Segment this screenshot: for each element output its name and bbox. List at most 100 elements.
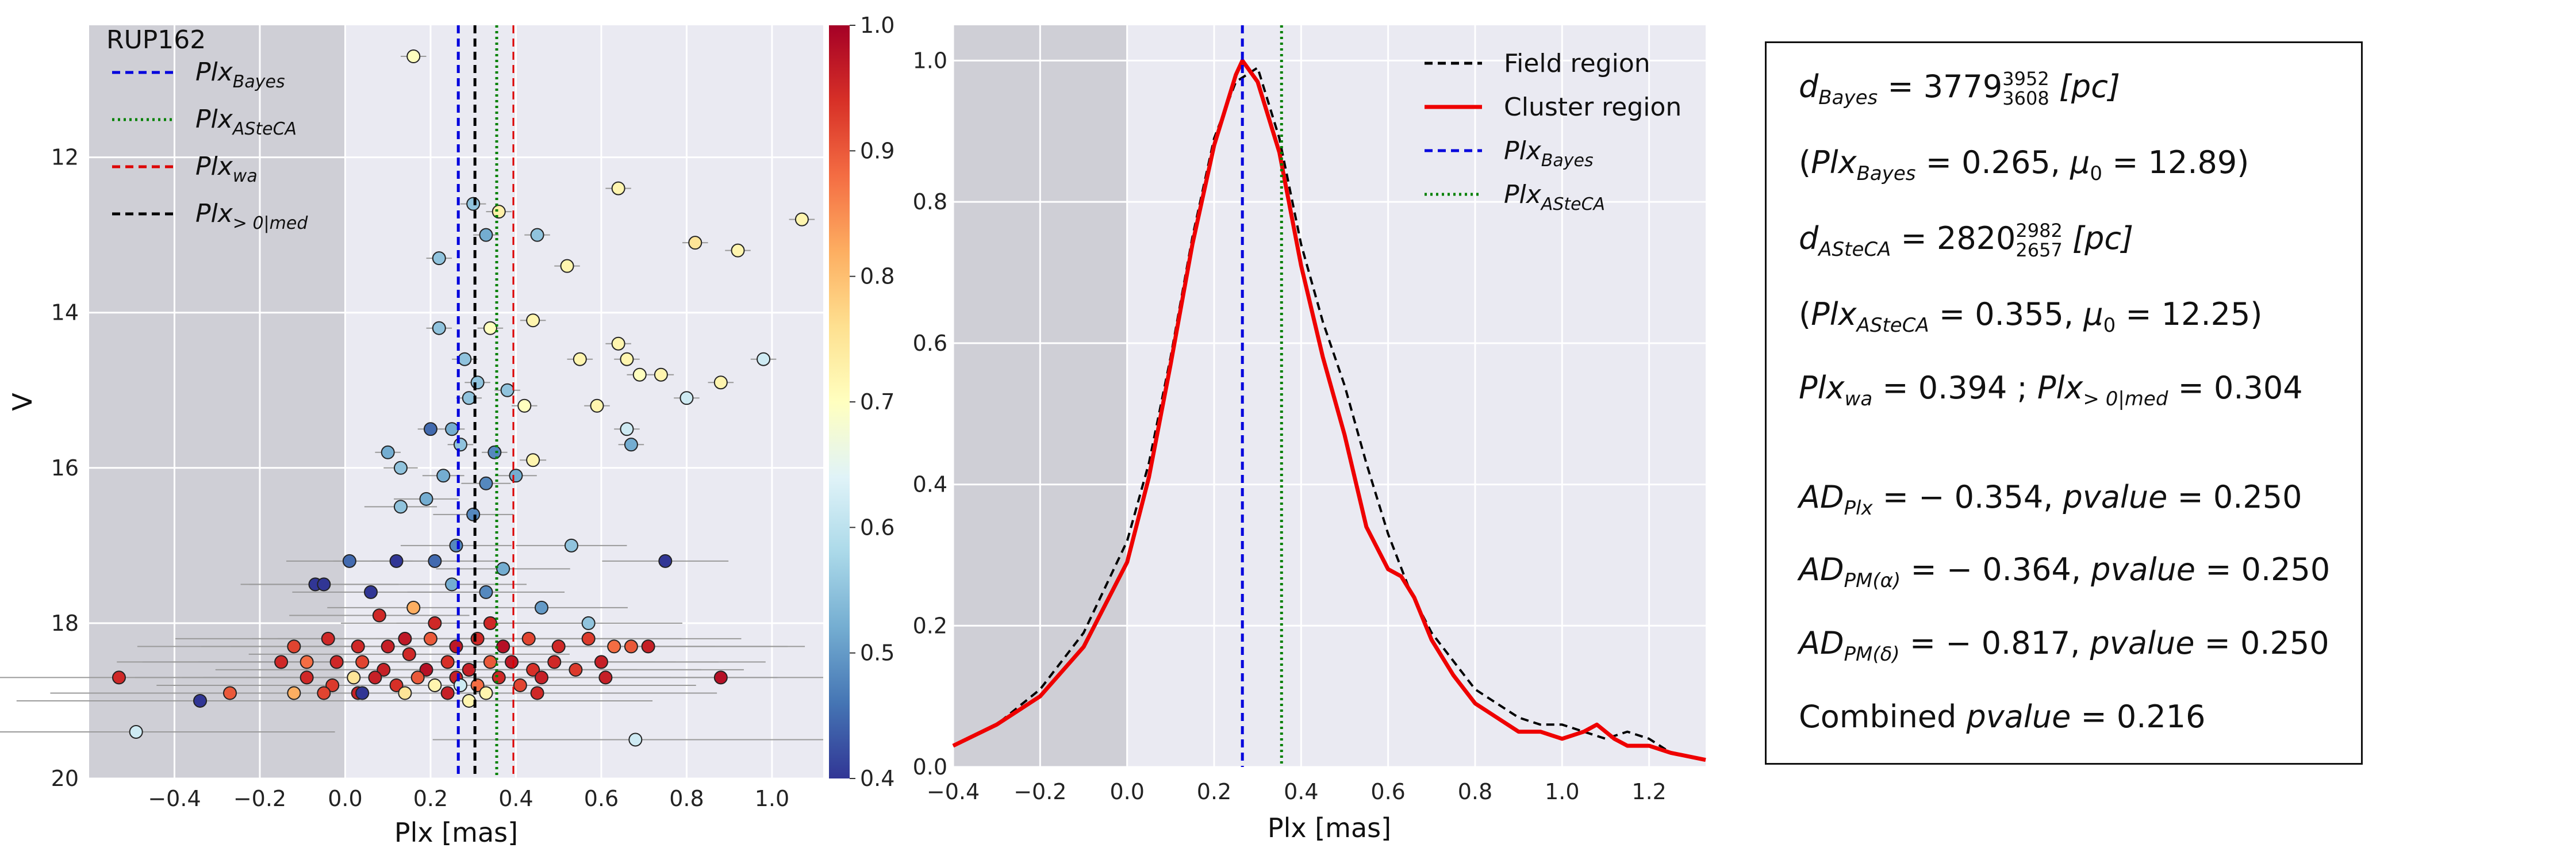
info-ad-pm-delta: ADPM(δ) = − 0.817, pvalue = 0.250 (1799, 625, 2329, 666)
data-point (658, 554, 673, 568)
data-point (393, 461, 408, 475)
series-cluster-region (952, 58, 1706, 762)
data-point (611, 181, 625, 195)
colorbar-gradient (829, 25, 850, 778)
left-xtick-label: 1.0 (755, 786, 789, 811)
data-point (368, 670, 382, 685)
info-d-bayes: dBayes = 3779 3952 3608 [pc] (1799, 68, 2120, 110)
colorbar-tick-label: 0.5 (860, 640, 895, 666)
left-shaded-region (89, 25, 345, 778)
data-point (560, 259, 574, 273)
middle-xtick-label: 0.2 (1197, 779, 1231, 804)
left-xtick-label: 0.4 (498, 786, 533, 811)
data-point (432, 321, 446, 335)
data-point (393, 500, 408, 514)
data-point (300, 655, 314, 669)
data-point (526, 453, 540, 467)
middle-ytick-label: 1.0 (913, 48, 947, 73)
data-point (423, 631, 437, 646)
data-point (462, 662, 476, 677)
left-ytick-label: 16 (51, 455, 79, 481)
data-point (526, 662, 540, 677)
data-point (513, 678, 527, 692)
data-point (479, 585, 493, 599)
left-ytick-label: 18 (51, 611, 79, 636)
left-xtick-label: −0.2 (233, 786, 286, 811)
data-point (679, 391, 694, 405)
data-point (521, 631, 536, 646)
middle-legend-label-sub: Bayes (1541, 151, 1594, 171)
data-point (406, 600, 421, 615)
data-point (317, 686, 331, 700)
info-plx-bayes: (PlxBayes = 0.265, μ0 = 12.89) (1799, 144, 2249, 185)
middle-xtick-label: −0.2 (1013, 779, 1066, 804)
legend-label-sub: wa (233, 166, 258, 186)
data-point (381, 445, 395, 459)
data-point (500, 383, 515, 397)
data-point (419, 492, 433, 506)
middle-xtick-label: 0.6 (1370, 779, 1405, 804)
middle-legend-label-sub: ASteCA (1540, 194, 1605, 214)
left-ytick-label: 12 (51, 145, 79, 170)
info-ad-plx: ADPlx = − 0.354, pvalue = 0.250 (1799, 479, 2302, 520)
middle-x-axis-label: Plx [mas] (1268, 812, 1391, 843)
data-point (470, 375, 485, 390)
data-point (620, 352, 634, 366)
data-point (300, 670, 314, 685)
info-ad-pm-alpha: ADPM(α) = − 0.364, pvalue = 0.250 (1799, 551, 2331, 592)
data-point (483, 321, 497, 335)
left-panel-plx-vs-v: −0.4 −0.2 0.0 0.2 0.4 0.6 0.8 1.0 12 14 16 18 20 RUP1… (0, 25, 823, 848)
data-point (321, 631, 335, 646)
data-point (440, 655, 455, 669)
data-point (505, 655, 519, 669)
data-point (453, 438, 467, 452)
data-point (193, 693, 208, 708)
middle-xtick-label: 0.0 (1110, 779, 1144, 804)
data-point (581, 631, 596, 646)
data-point (517, 398, 532, 413)
data-point (547, 655, 562, 669)
data-point (530, 686, 544, 700)
data-point (355, 686, 370, 700)
data-point (410, 670, 425, 685)
data-point (564, 538, 578, 553)
middle-xtick-label: 1.2 (1631, 779, 1666, 804)
data-point (381, 639, 395, 654)
left-xtick-label: 0.6 (584, 786, 619, 811)
colorbar: 0.4 0.5 0.6 0.7 0.8 0.9 1.0 (829, 13, 895, 791)
data-point (607, 639, 621, 654)
data-point (453, 678, 467, 692)
data-point (398, 686, 412, 700)
data-point (419, 662, 433, 677)
data-point (389, 554, 404, 568)
data-point (458, 352, 472, 366)
data-point (325, 678, 340, 692)
data-point (590, 398, 604, 413)
data-point (287, 686, 301, 700)
middle-legend-label: PlxASteCA (1504, 180, 1605, 214)
data-point (483, 616, 497, 630)
data-point (428, 616, 442, 630)
info-d-asteca: dASteCA = 2820 2982 2657 [pc] (1799, 220, 2134, 262)
middle-xtick-label: −0.4 (927, 779, 980, 804)
data-point (347, 670, 361, 685)
colorbar-tick-label: 0.4 (860, 766, 895, 791)
middle-legend-label: Cluster region (1504, 93, 1681, 122)
colorbar-tick-label: 0.9 (860, 138, 895, 163)
data-point (526, 313, 540, 328)
middle-xtick-label: 0.8 (1458, 779, 1492, 804)
data-point (479, 686, 493, 700)
data-point (402, 647, 416, 661)
data-point (377, 662, 391, 677)
legend-label-sub: > 0|med (233, 213, 309, 233)
data-point (688, 236, 702, 250)
series-field-region (953, 66, 1706, 761)
colorbar-tick-label: 0.8 (860, 264, 895, 289)
data-point (492, 205, 506, 219)
data-point (598, 670, 613, 685)
middle-panel-kde: −0.4 −0.2 0.0 0.2 0.4 0.6 0.8 1.0 1.2 0.0 0.2 0.4 0.… (913, 25, 1706, 843)
middle-xtick-label: 0.4 (1284, 779, 1318, 804)
middle-ytick-label: 0.8 (913, 189, 947, 214)
middle-xtick-label: 1.0 (1545, 779, 1579, 804)
